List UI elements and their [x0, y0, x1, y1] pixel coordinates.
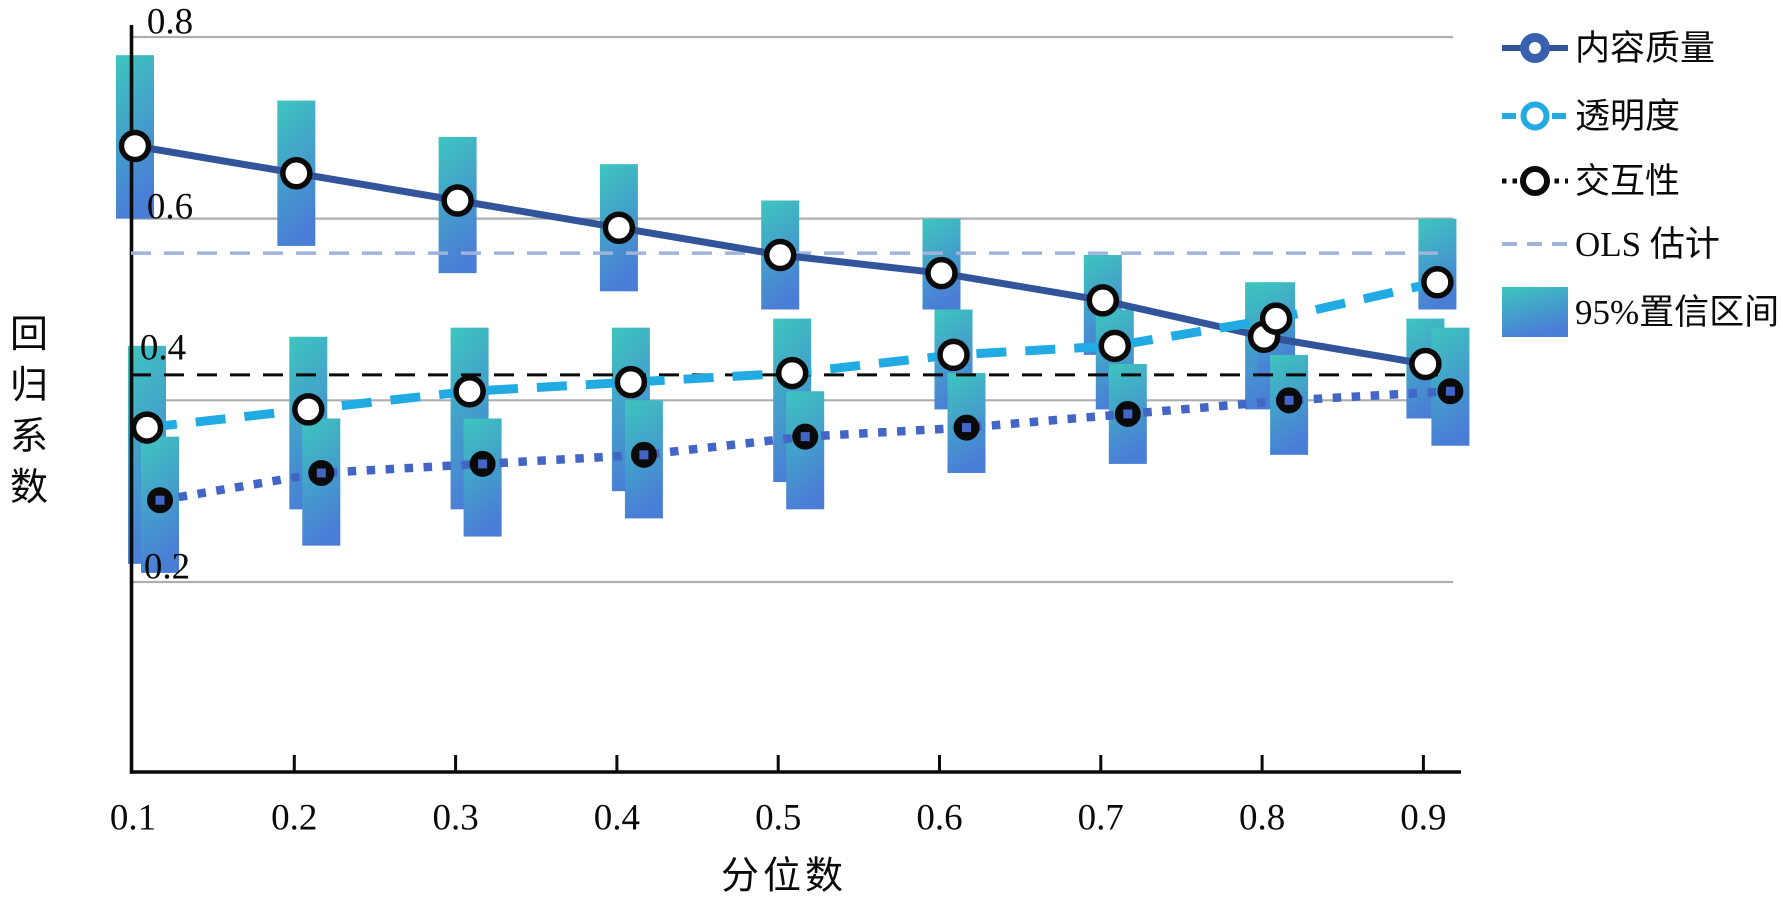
transparency-dashed-marker-icon — [1502, 101, 1568, 131]
legend-label: OLS 估计 — [1575, 224, 1720, 264]
data-point-marker — [453, 374, 486, 408]
legend-item-confidence-interval: 95%置信区间 — [1502, 284, 1779, 340]
data-point-marker — [1421, 265, 1454, 299]
confidence-interval-swatch-icon — [1502, 287, 1568, 337]
legend-item-content-quality: 内容质量 — [1502, 22, 1715, 74]
legend-label: 透明度 — [1575, 96, 1681, 136]
legend-item-ols-estimate: OLS 估计 — [1502, 218, 1720, 270]
y-tick-label-0.6: 0.6 — [146, 186, 194, 228]
data-point-marker — [614, 365, 648, 399]
x-axis-title: 分位数 — [720, 855, 848, 898]
series-markers-transparency — [130, 265, 1454, 444]
reference-lines — [131, 251, 1440, 377]
data-point-marker — [775, 356, 809, 390]
data-point-marker-dot — [800, 432, 810, 442]
x-tick-label-0.4: 0.4 — [593, 797, 641, 839]
data-point-marker-dot — [1445, 386, 1455, 396]
legend-item-transparency: 透明度 — [1502, 90, 1680, 142]
y-axis-title: 回 归 系 数 — [6, 310, 52, 514]
x-tick-label-0.1: 0.1 — [109, 797, 157, 839]
x-tick-label-0.2: 0.2 — [271, 797, 318, 839]
data-point-marker — [925, 256, 958, 290]
legend: 内容质量 透明度 交互性 OLS 估计 — [1502, 0, 1783, 360]
y-axis-title-char: 系 — [9, 416, 48, 458]
legend-item-interactivity: 交互性 — [1502, 155, 1680, 207]
data-point-marker — [441, 184, 474, 217]
data-point-marker — [130, 411, 164, 444]
data-point-marker — [1409, 347, 1442, 381]
legend-label: 95%置信区间 — [1575, 292, 1780, 332]
data-point-marker-dot — [316, 468, 326, 478]
content-quality-line-marker-icon — [1502, 33, 1568, 63]
data-point-marker-dot — [639, 450, 649, 460]
data-point-marker — [280, 156, 313, 190]
data-point-marker — [118, 129, 152, 163]
x-tick-label-0.8: 0.8 — [1238, 797, 1286, 839]
data-point-marker — [1086, 284, 1120, 317]
y-tick-label-0.2: 0.2 — [143, 546, 191, 588]
x-tick-label-0.9: 0.9 — [1400, 797, 1447, 839]
data-point-marker — [763, 238, 797, 272]
x-tick-label-0.7: 0.7 — [1077, 797, 1124, 839]
y-tick-label-0.4: 0.4 — [139, 327, 187, 369]
series-markers-interactivity — [147, 378, 1464, 514]
y-axis-title-char: 回 — [9, 314, 48, 356]
data-point-marker — [1098, 329, 1132, 363]
data-point-marker — [292, 393, 325, 426]
data-point-marker-dot — [478, 459, 488, 469]
y-tick-label-0.8: 0.8 — [146, 1, 194, 43]
data-point-marker-dot — [1284, 395, 1294, 405]
data-point-marker — [937, 338, 970, 372]
legend-label: 内容质量 — [1575, 28, 1716, 68]
ols-dashed-line-icon — [1502, 242, 1568, 246]
y-axis-title-char: 数 — [9, 467, 48, 509]
data-point-marker-dot — [1123, 409, 1133, 419]
x-tick-label-0.3: 0.3 — [432, 797, 479, 839]
data-point-marker-dot — [155, 495, 165, 505]
x-tick-label-0.6: 0.6 — [916, 797, 963, 839]
data-point-marker — [1259, 302, 1293, 335]
ci-bar — [463, 418, 502, 537]
ci-bar — [786, 391, 825, 510]
x-tick-label-0.5: 0.5 — [755, 797, 802, 839]
legend-label: 交互性 — [1575, 161, 1681, 201]
data-point-marker-dot — [962, 423, 971, 433]
interactivity-dotted-marker-icon — [1502, 166, 1568, 196]
series-markers-content-quality — [118, 129, 1442, 381]
y-axis-title-char: 归 — [9, 365, 48, 407]
data-point-marker — [602, 211, 636, 244]
